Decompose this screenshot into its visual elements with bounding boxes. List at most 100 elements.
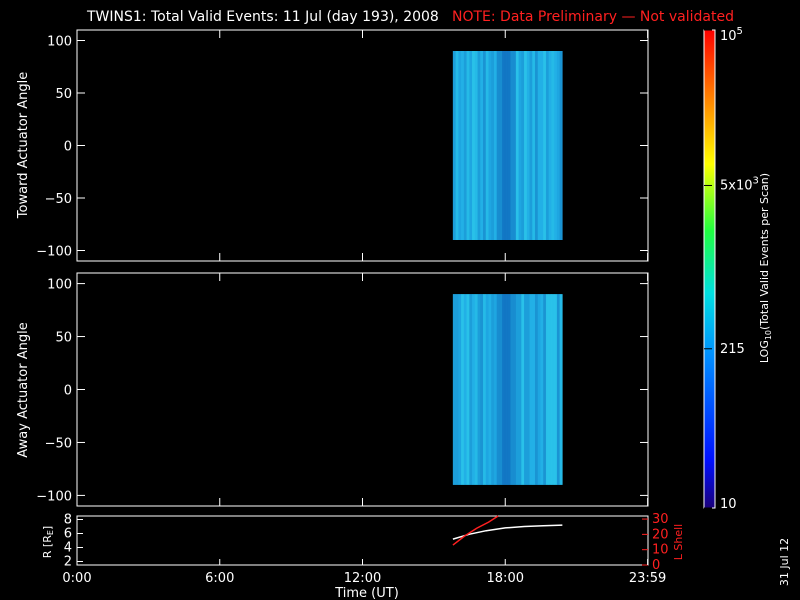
heatmap-cell (540, 294, 544, 485)
radius-tick-label: 6 (64, 527, 72, 542)
heatmap-cell (491, 294, 495, 485)
heatmap-cell (477, 51, 481, 240)
heatmap-cell (529, 294, 533, 485)
heatmap-cell (469, 294, 473, 485)
away-panel: 100 50 0 −50 −100 (36, 272, 649, 507)
heatmap-cell (537, 51, 541, 240)
heatmap-cell (507, 51, 511, 240)
heatmap-cell (545, 51, 549, 240)
heatmap-cell (540, 51, 544, 240)
heatmap-cell (515, 294, 519, 485)
x-tick-label: 23:59 (629, 571, 666, 586)
heatmap-cell (480, 51, 484, 240)
heatmap-cell (474, 294, 478, 485)
heatmap-cell (458, 51, 462, 240)
x-tick-label: 6:00 (205, 571, 234, 586)
y-tick-label: 0 (64, 140, 72, 155)
heatmap-cell (521, 51, 525, 240)
heatmap-cell (483, 51, 487, 240)
heatmap-cell (518, 51, 522, 240)
heatmap-cell (488, 294, 492, 485)
y-tick-label: −50 (45, 436, 72, 451)
date-stamp: 31 Jul 12 (778, 538, 791, 586)
heatmap-cell (510, 294, 514, 485)
colorbar-ticks: 10 215 5x103 105 (704, 26, 759, 512)
away-ylabel: Away Actuator Angle (16, 322, 31, 457)
heatmap-cell (537, 294, 541, 485)
lshell-tick-label: 0 (652, 558, 660, 573)
heatmap-cell (532, 294, 536, 485)
heatmap-cell (491, 51, 495, 240)
heatmap-cell (452, 51, 456, 240)
y-tick-label: −100 (36, 245, 72, 260)
radius-tick-label: 4 (64, 541, 72, 556)
colorbar-label: LOG10(Total Valid Events per Scan) (758, 173, 773, 363)
xlabel: Time (UT) (334, 586, 399, 600)
heatmap-cell (496, 51, 500, 240)
heatmap-cell (477, 294, 481, 485)
heatmap-cell (499, 51, 503, 240)
heatmap-cell (469, 51, 473, 240)
heatmap-cell (504, 51, 508, 240)
lshell-tick-label: 20 (652, 527, 669, 542)
heatmap-cell (524, 51, 528, 240)
heatmap-cell (485, 51, 489, 240)
heatmap-cell (485, 294, 489, 485)
heatmap-cell (461, 294, 465, 485)
y-tick-label: 50 (55, 87, 72, 102)
heatmap-cell (493, 51, 497, 240)
heatmap-cell (472, 51, 476, 240)
heatmap-cell (551, 294, 555, 485)
heatmap-cell (545, 294, 549, 485)
lshell-tick-label: 10 (652, 543, 669, 558)
heatmap-cell (526, 294, 530, 485)
y-tick-label: −100 (36, 489, 72, 504)
orbit-frame (76, 515, 649, 566)
heatmap-cell (488, 51, 492, 240)
radius-ylabel: R [RE] (41, 526, 55, 558)
heatmap-cell (496, 294, 500, 485)
heatmap-cell (518, 294, 522, 485)
y-tick-label: 50 (55, 331, 72, 346)
heatmap-cell (513, 294, 517, 485)
heatmap-cell (548, 51, 552, 240)
colorbar-tick-label: 105 (720, 26, 743, 44)
preliminary-note: NOTE: Data Preliminary — Not validated (452, 9, 734, 25)
heatmap-cell (521, 294, 525, 485)
heatmap-cell (526, 51, 530, 240)
heatmap-cell (493, 294, 497, 485)
heatmap-cell (466, 51, 470, 240)
heatmap-cell (502, 51, 506, 240)
heatmap-cell (472, 294, 476, 485)
lshell-tick-label: 30 (652, 512, 669, 527)
colorbar-tick-label: 215 (720, 342, 745, 357)
y-tick-label: 100 (47, 35, 72, 50)
heatmap-cell (554, 51, 558, 240)
heatmap-cell (559, 294, 563, 485)
heatmap-cell (455, 51, 459, 240)
heatmap-cell (534, 51, 539, 240)
heatmap-cell (543, 294, 547, 485)
heatmap-cell (466, 294, 470, 485)
lshell-ylabel: L Shell (672, 524, 685, 560)
heatmap-cell (556, 294, 560, 485)
lshell-line (452, 515, 499, 546)
radius-tick-label: 2 (64, 555, 72, 570)
heatmap-cell (551, 51, 555, 240)
radius-tick-label: 8 (64, 513, 72, 528)
toward-panel: 100 50 0 −50 −100 (36, 29, 649, 262)
heatmap-cell (461, 51, 465, 240)
colorbar-tick-label: 10 (720, 497, 737, 512)
heatmap-cell (529, 51, 533, 240)
heatmap-cell (515, 51, 519, 240)
heatmap-cell (510, 51, 514, 240)
heatmap-cell (513, 51, 517, 240)
heatmap-cell (507, 294, 511, 485)
heatmap-cell (483, 294, 487, 485)
heatmap-cell (524, 294, 528, 485)
heatmap-cell (534, 294, 539, 485)
colorbar-tick-label: 5x103 (720, 175, 759, 193)
colorbar (703, 29, 716, 509)
